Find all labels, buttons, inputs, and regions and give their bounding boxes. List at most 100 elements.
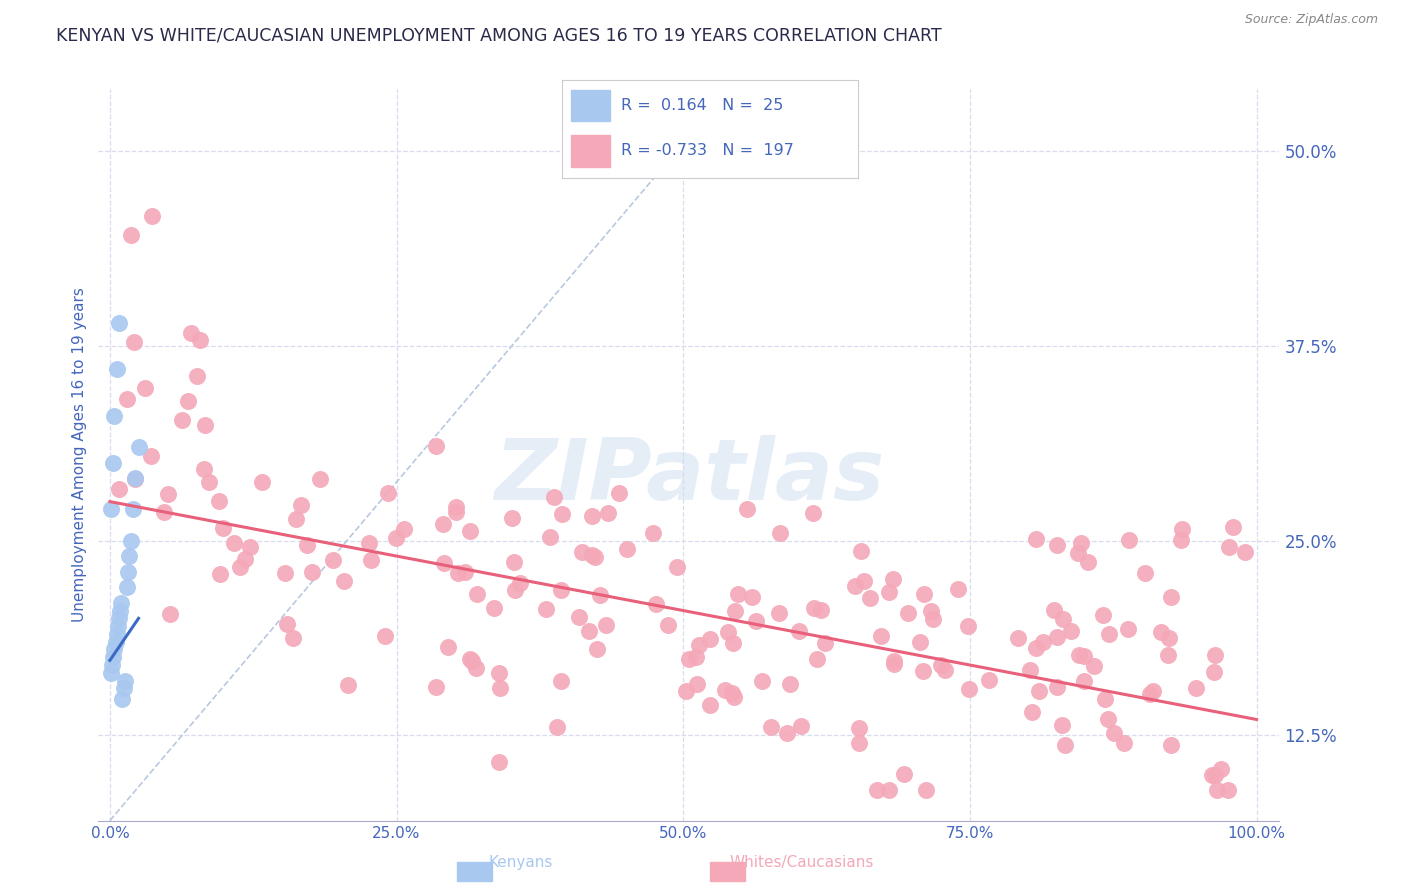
- Point: [1050, 718, 1073, 732]
- Point: [193, 462, 215, 476]
- Point: [934, 663, 956, 677]
- Point: [233, 552, 256, 566]
- Point: [180, 326, 202, 340]
- Point: [776, 725, 799, 739]
- Point: [665, 559, 688, 574]
- Point: [239, 540, 262, 554]
- Point: [1052, 612, 1074, 626]
- Point: [893, 767, 915, 781]
- Point: [848, 721, 870, 735]
- Point: [377, 485, 399, 500]
- Point: [103, 642, 125, 657]
- Point: [509, 576, 531, 591]
- Point: [897, 606, 920, 620]
- Point: [153, 505, 176, 519]
- Point: [295, 538, 318, 552]
- Point: [115, 580, 138, 594]
- FancyBboxPatch shape: [571, 136, 610, 167]
- Point: [100, 665, 122, 680]
- Point: [464, 660, 486, 674]
- Point: [721, 635, 744, 649]
- Point: [581, 549, 603, 563]
- Point: [957, 619, 980, 633]
- Point: [686, 677, 709, 691]
- Point: [1209, 762, 1232, 776]
- Point: [1204, 768, 1226, 782]
- Point: [751, 674, 773, 689]
- Point: [550, 673, 572, 688]
- Point: [454, 565, 477, 579]
- Point: [488, 665, 510, 680]
- Point: [1043, 603, 1066, 617]
- Point: [723, 690, 745, 705]
- Point: [759, 720, 782, 734]
- Point: [124, 471, 146, 485]
- Point: [787, 624, 810, 638]
- Point: [461, 654, 484, 668]
- Point: [444, 500, 467, 515]
- Point: [568, 609, 591, 624]
- Point: [120, 533, 142, 548]
- Point: [436, 640, 458, 654]
- Point: [581, 508, 603, 523]
- Point: [595, 618, 617, 632]
- Point: [849, 544, 872, 558]
- Point: [159, 607, 181, 621]
- Point: [1069, 648, 1091, 662]
- Y-axis label: Unemployment Among Ages 16 to 19 years: Unemployment Among Ages 16 to 19 years: [72, 287, 87, 623]
- Point: [1204, 665, 1226, 679]
- Point: [118, 549, 141, 563]
- Point: [1021, 705, 1043, 719]
- Point: [643, 526, 665, 541]
- Point: [392, 522, 415, 536]
- Point: [1067, 546, 1090, 560]
- Point: [946, 582, 969, 596]
- Point: [914, 782, 936, 797]
- Point: [1019, 663, 1042, 677]
- Point: [425, 680, 447, 694]
- Point: [128, 440, 150, 454]
- Point: [1073, 673, 1095, 688]
- Point: [333, 574, 356, 588]
- Point: [108, 603, 131, 617]
- Point: [1171, 522, 1194, 536]
- Point: [1218, 540, 1240, 554]
- Point: [458, 524, 481, 538]
- Point: [1218, 782, 1240, 797]
- Point: [1060, 624, 1083, 638]
- Point: [1160, 591, 1182, 605]
- Point: [644, 597, 666, 611]
- Point: [503, 583, 526, 598]
- Point: [283, 632, 305, 646]
- Point: [1025, 533, 1047, 547]
- Point: [121, 502, 143, 516]
- Point: [1045, 538, 1067, 552]
- Point: [589, 589, 612, 603]
- Point: [1159, 632, 1181, 646]
- Point: [616, 541, 638, 556]
- Point: [1170, 533, 1192, 548]
- Point: [284, 512, 307, 526]
- Point: [250, 475, 273, 489]
- Point: [1073, 648, 1095, 663]
- Point: [550, 507, 572, 521]
- Point: [1054, 738, 1077, 752]
- Point: [571, 545, 593, 559]
- Point: [882, 573, 904, 587]
- Point: [1118, 533, 1140, 547]
- Point: [172, 413, 194, 427]
- Point: [117, 565, 139, 579]
- Point: [578, 624, 600, 638]
- Point: [1092, 608, 1115, 623]
- Point: [814, 636, 837, 650]
- Point: [806, 651, 828, 665]
- Point: [803, 601, 825, 615]
- Point: [336, 678, 359, 692]
- Point: [609, 486, 631, 500]
- Point: [488, 755, 510, 769]
- Point: [912, 664, 935, 678]
- Point: [1206, 782, 1229, 797]
- Point: [501, 510, 523, 524]
- Point: [908, 635, 931, 649]
- Point: [100, 502, 122, 516]
